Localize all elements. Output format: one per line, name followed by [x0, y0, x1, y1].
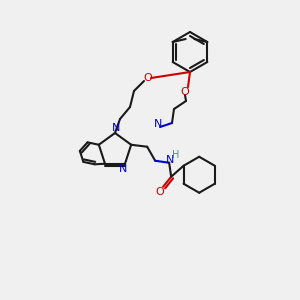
Text: N: N	[119, 164, 127, 174]
Text: N: N	[112, 123, 120, 133]
Text: N: N	[166, 155, 174, 165]
Text: O: O	[181, 87, 189, 97]
Text: N: N	[154, 119, 162, 129]
Text: H: H	[172, 150, 180, 160]
Text: O: O	[144, 73, 152, 83]
Text: O: O	[156, 187, 164, 197]
